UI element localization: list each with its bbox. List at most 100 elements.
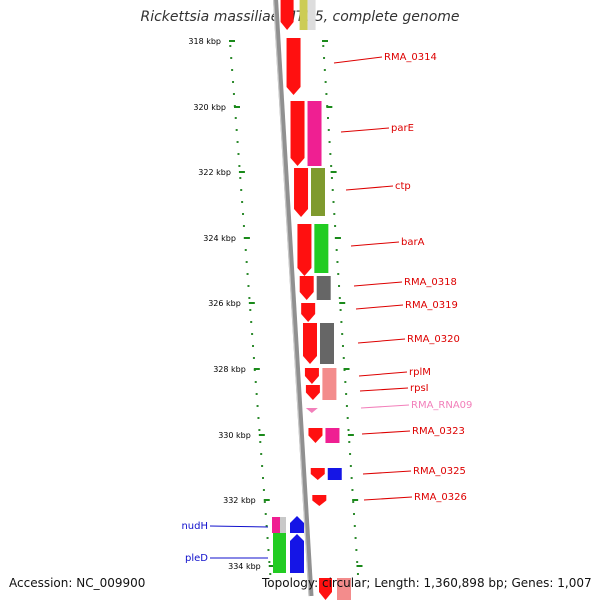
cog-block [280,517,286,533]
scale-dot [325,93,328,95]
scale-dot [354,537,357,539]
cog-block-parE [307,101,322,166]
scale-dot [247,285,250,287]
scale-dot [329,153,332,155]
scale-dot [341,345,344,347]
gene-label: RMA_0318 [404,277,457,288]
gene-label: RMA_0319 [405,300,458,311]
gene-label: ctp [395,181,411,192]
scale-tick-label: 326 kbp [208,299,241,308]
leader-line [340,127,390,133]
scale-dot [347,429,350,431]
scale-dot [332,201,335,203]
scale-dot [349,453,352,455]
scale-dot [322,45,325,47]
scale-dot [324,81,327,83]
scale-dot [232,81,235,83]
scale-dot [334,225,337,227]
gene-label: nudH [181,521,208,532]
scale-tick-label: 328 kbp [213,365,246,374]
scale-dot [351,489,354,491]
scale-dot [262,489,265,491]
scale-dot [240,189,243,191]
leader-line [361,430,411,435]
scale-dot [344,381,347,383]
leader-line [360,404,410,409]
scale-dot [352,501,355,503]
gene-RMA_0323 [308,428,323,443]
leader-line [355,304,404,310]
scale-dot [249,309,252,311]
scale-dot [350,477,353,479]
cog-block [307,0,316,30]
scale-dot [349,465,352,467]
backbone-line [273,0,314,597]
scale-dot [241,201,244,203]
gene-label: RMA_0323 [412,426,465,437]
scale-dot [337,273,340,275]
gene-RMA_0325 [310,468,325,480]
scale-dot [353,525,356,527]
gene-RMA_0314 [286,38,301,95]
leader-line [353,281,403,287]
scale-dot [258,429,261,431]
cog-block-pleD [273,533,286,573]
scale-dot [238,165,241,167]
scale-dot [245,261,248,263]
scale-dot [353,513,356,515]
scale-dot [335,249,338,251]
scale-dot [341,333,344,335]
scale-dot [330,165,333,167]
scale-dot [256,405,259,407]
scale-dot [265,525,268,527]
cog-block-RMA_0318 [316,276,331,300]
scale-dot [252,345,255,347]
backbone-highlight [272,0,310,597]
leader-line [350,241,400,247]
gene-RMA_0320 [302,323,317,364]
gene-arrow [280,0,294,30]
scale-dot [239,177,242,179]
scale-dot [259,441,262,443]
cog-block-RMA_0325 [327,468,342,480]
scale-dot [338,297,341,299]
gene-label: rpsI [410,383,429,394]
scale-dot [257,417,260,419]
gene-label: pleD [185,553,208,564]
scale-dot [244,249,247,251]
scale-dot [356,573,359,575]
scale-tick-label: 322 kbp [198,168,231,177]
scale-dot [230,57,233,59]
rna-marker [305,408,318,413]
scale-dot [255,393,258,395]
scale-dot [331,189,334,191]
scale-dot [326,117,329,119]
gene-label: rplM [409,367,431,378]
leader-line [357,338,406,344]
scale-dot [323,57,326,59]
gene-arrow-nudH [290,516,304,533]
scale-dot [338,285,341,287]
scale-dot [269,573,272,575]
scale-tick-label: 320 kbp [193,103,226,112]
scale-dot [234,117,237,119]
gene-RMA_0318 [299,276,314,300]
cog-block [299,0,308,30]
gene-label: RMA_0314 [384,52,437,63]
gene-ctp [294,168,309,217]
scale-dot [345,393,348,395]
scale-dot [260,453,263,455]
scale-dot [267,549,270,551]
cog-block-ctp [310,168,325,216]
scale-dot [345,405,348,407]
cog-block-RMA_0320 [319,323,334,364]
scale-dot [262,477,265,479]
gene-label: RMA_0326 [414,492,467,503]
scale-dot [236,141,239,143]
scale-dot [232,93,235,95]
scale-dot [342,357,345,359]
leader-line [362,470,412,475]
scale-dot [328,141,331,143]
